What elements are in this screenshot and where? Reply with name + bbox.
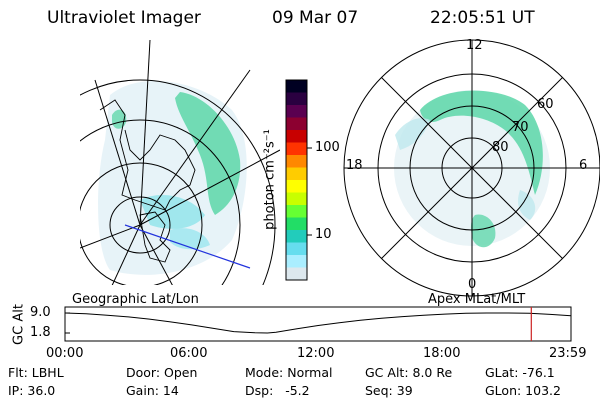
terminator-line — [124, 224, 251, 269]
colorbar-segment — [286, 142, 307, 156]
mlt-label-6: 6 — [579, 158, 588, 173]
alt-plot-frame — [64, 306, 572, 342]
altitude-plot — [64, 306, 572, 342]
colorbar-segment — [286, 117, 307, 131]
aurora-diffuse-polar — [518, 190, 536, 220]
filter-info: Flt: LBHL — [8, 365, 64, 380]
colorbar-segment — [286, 167, 307, 181]
alt-xtick-label: 06:00 — [170, 346, 208, 361]
time-label: 22:05:51 UT — [430, 8, 535, 28]
lat-label-70: 70 — [512, 120, 529, 135]
colorbar-segment — [286, 267, 307, 281]
polar-panel-label: Apex MLat/MLT — [428, 292, 526, 307]
mlt-label-12: 12 — [466, 38, 483, 53]
alt-xtick-label: 00:00 — [46, 346, 84, 361]
date-label: 09 Mar 07 — [272, 8, 359, 28]
instrument-title: Ultraviolet Imager — [47, 8, 201, 28]
colorbar-tick-label: 100 — [315, 140, 340, 155]
colorbar-units-label: photon cm⁻²s⁻¹ — [262, 129, 278, 230]
lat-circle — [80, 162, 203, 285]
alt-curve — [64, 312, 572, 334]
mlt-label-0: 0 — [468, 277, 477, 292]
colorbar-frame — [285, 79, 308, 281]
polar-map — [343, 39, 600, 297]
lat-circle — [109, 196, 171, 254]
dsp-info: Dsp: -5.2 — [245, 383, 310, 398]
lon-line — [139, 224, 173, 285]
polar-diagonal — [381, 77, 563, 259]
lon-line — [80, 224, 141, 249]
lon-line — [139, 40, 151, 226]
glon-info: GLon: 103.2 — [485, 383, 561, 398]
colorbar — [286, 80, 307, 281]
colorbar-segment — [286, 230, 307, 243]
colorbar-segment — [286, 105, 307, 118]
alt-ylabel: GC Alt — [11, 304, 27, 345]
gc-alt-info: GC Alt: 8.0 Re — [365, 365, 453, 380]
lat-label-60: 60 — [537, 97, 554, 112]
glat-info: GLat: -76.1 — [485, 365, 555, 380]
lon-line — [139, 149, 280, 226]
colorbar-segment — [286, 80, 307, 93]
colorbar-segment — [286, 180, 307, 193]
colorbar-segment — [286, 217, 307, 231]
geo-panel-label: Geographic Lat/Lon — [72, 292, 199, 307]
aurora-patch-cyan — [140, 195, 205, 229]
lon-line — [139, 69, 251, 226]
alt-xtick-label: 12:00 — [297, 346, 335, 361]
aurora-patch-polar — [470, 214, 496, 248]
colorbar-segment — [286, 130, 307, 143]
alt-ytick-label: 9.0 — [30, 305, 51, 320]
gain-info: Gain: 14 — [126, 383, 179, 398]
ip-info: IP: 36.0 — [8, 383, 56, 398]
aurora-oval-patch — [175, 92, 241, 215]
mlt-label-18: 18 — [346, 158, 363, 173]
seq-info: Seq: 39 — [365, 383, 413, 398]
alt-xtick-label: 23:59 — [549, 346, 587, 361]
geographic-map — [80, 40, 280, 285]
colorbar-segment — [286, 192, 307, 206]
coastline — [99, 99, 196, 263]
door-info: Door: Open — [126, 365, 198, 380]
lon-line — [111, 224, 141, 285]
lon-line — [94, 79, 141, 226]
colorbar-segment — [286, 255, 307, 268]
colorbar-tick-label: 10 — [315, 227, 332, 242]
colorbar-segment — [286, 92, 307, 106]
colorbar-segment — [286, 242, 307, 256]
alt-ytick-label: 1.8 — [30, 325, 51, 340]
lat-label-80: 80 — [492, 140, 509, 155]
lat-circle — [80, 79, 276, 285]
colorbar-segment — [286, 155, 307, 168]
lat-circle — [80, 119, 241, 285]
aurora-oval-polar — [420, 90, 543, 195]
aurora-diffuse-polar — [395, 118, 430, 150]
mode-info: Mode: Normal — [245, 365, 333, 380]
colorbar-segment — [286, 205, 307, 218]
alt-xtick-label: 18:00 — [423, 346, 461, 361]
aurora-patch-left — [112, 109, 127, 129]
